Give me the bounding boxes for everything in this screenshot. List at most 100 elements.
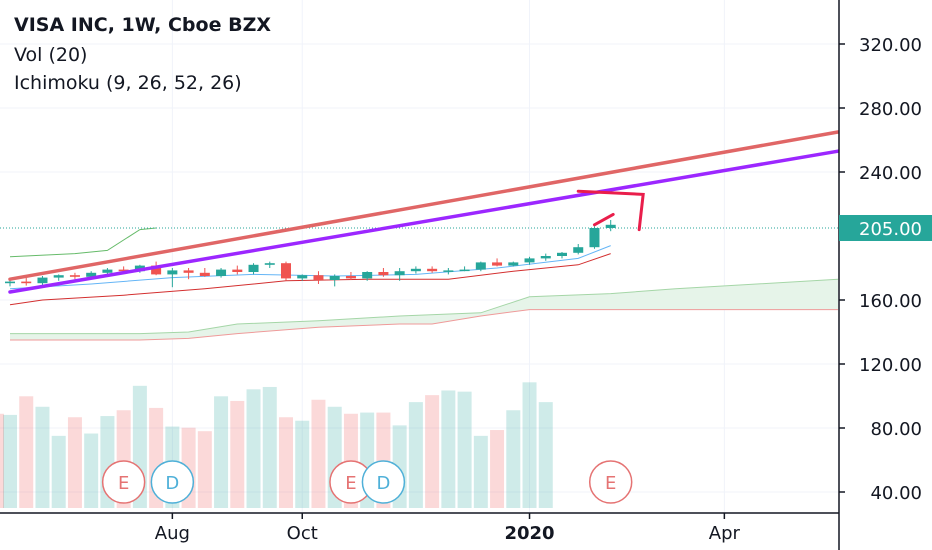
projection-arrow <box>576 189 645 232</box>
volume-bar <box>311 399 326 508</box>
candle-body <box>475 262 486 270</box>
candle <box>524 256 535 265</box>
event-marker-dividend: D <box>150 460 195 504</box>
event-circle <box>588 460 633 504</box>
volume-bar <box>295 420 310 508</box>
volume-bars <box>0 382 553 508</box>
candle-body <box>21 281 32 284</box>
time-tick-label: Oct <box>287 523 318 544</box>
candle-body <box>5 281 15 284</box>
chart-title: VISA INC, 1W, Cboe BZX <box>14 14 271 36</box>
candle <box>508 261 519 267</box>
time-tick-label: Aug <box>155 523 190 544</box>
price-axis: 320.00 280.00 240.00 160.00 120.00 80.00 40.00 <box>838 0 932 550</box>
candle-body <box>37 277 48 284</box>
candle <box>69 272 80 280</box>
event-marker-earnings: E <box>588 460 633 504</box>
candle-body <box>53 275 64 278</box>
volume-bar <box>441 390 456 508</box>
candle-body <box>540 256 551 259</box>
candle-body <box>248 264 259 272</box>
conversion-line <box>9 245 611 290</box>
arrow-head <box>576 189 645 232</box>
price-tick-label: 40.00 <box>870 483 922 504</box>
candle-body <box>313 275 324 280</box>
candle <box>102 268 113 275</box>
candle-body <box>508 262 519 266</box>
candle-body <box>216 269 227 276</box>
volume-bar <box>84 433 99 508</box>
candle <box>248 263 259 275</box>
event-marker-earnings: E <box>329 460 373 504</box>
candle <box>21 277 32 286</box>
candle <box>605 220 616 232</box>
candle-body <box>605 224 616 228</box>
base-line <box>9 253 611 306</box>
volume-bar <box>19 396 34 508</box>
time-axis: Aug Oct 2020 Apr <box>0 512 839 544</box>
candle <box>297 274 308 281</box>
candle <box>459 266 470 272</box>
candle <box>37 276 48 286</box>
volume-bar <box>51 435 66 508</box>
event-circle <box>150 460 195 504</box>
volume-bar <box>3 414 17 508</box>
price-tick-label: 160.00 <box>859 291 922 312</box>
candle <box>53 274 64 281</box>
volume-bar <box>67 417 82 508</box>
price-badge: 205.00 <box>839 215 932 241</box>
candle <box>589 226 600 249</box>
volume-bar <box>197 431 212 508</box>
candle-body <box>362 272 373 279</box>
candle-body <box>573 247 584 253</box>
price-tick-label: 320.00 <box>859 35 922 56</box>
candle-body <box>557 252 567 256</box>
ichimoku-cloud <box>10 279 838 340</box>
volume-bar <box>262 386 277 508</box>
candle <box>573 244 584 255</box>
candle-body <box>427 268 438 272</box>
candle <box>183 268 194 280</box>
price-badge-value: 205.00 <box>859 219 922 240</box>
candle-body <box>297 275 308 279</box>
volume-bar <box>230 400 245 508</box>
candle <box>216 268 227 278</box>
candle <box>557 252 567 259</box>
cloud-span-a-line <box>10 278 839 335</box>
event-marker-earnings: E <box>101 460 146 504</box>
volume-bar <box>506 410 521 508</box>
candle-body <box>151 265 162 275</box>
volume-bar <box>0 413 4 508</box>
volume-bar <box>425 395 440 508</box>
event-marker-dividend: D <box>361 460 406 504</box>
candle <box>264 261 275 268</box>
candle <box>362 271 373 281</box>
candle-body <box>281 263 291 279</box>
candle <box>492 258 503 267</box>
price-tick-label: 80.00 <box>870 419 922 440</box>
price-axis-bg <box>839 0 932 550</box>
candle <box>313 271 324 284</box>
ichimoku-legend: Ichimoku (9, 26, 52, 26) <box>14 72 242 94</box>
candle-body <box>410 268 421 272</box>
event-label: D <box>165 473 179 494</box>
event-circle <box>361 460 406 504</box>
candle-body <box>589 228 600 248</box>
event-label: E <box>605 473 616 494</box>
candle-body <box>459 269 470 272</box>
candles <box>5 220 616 288</box>
candle-body <box>378 272 389 276</box>
volume-bar <box>214 396 229 508</box>
candle-body <box>69 275 80 277</box>
volume-bar <box>473 435 488 508</box>
candle-body <box>183 270 194 273</box>
cloud-span-b-line <box>10 309 838 341</box>
event-circle <box>101 460 146 504</box>
candle <box>378 268 389 277</box>
event-label: E <box>345 473 356 494</box>
candle-body <box>167 270 178 275</box>
candle-body <box>86 272 97 277</box>
